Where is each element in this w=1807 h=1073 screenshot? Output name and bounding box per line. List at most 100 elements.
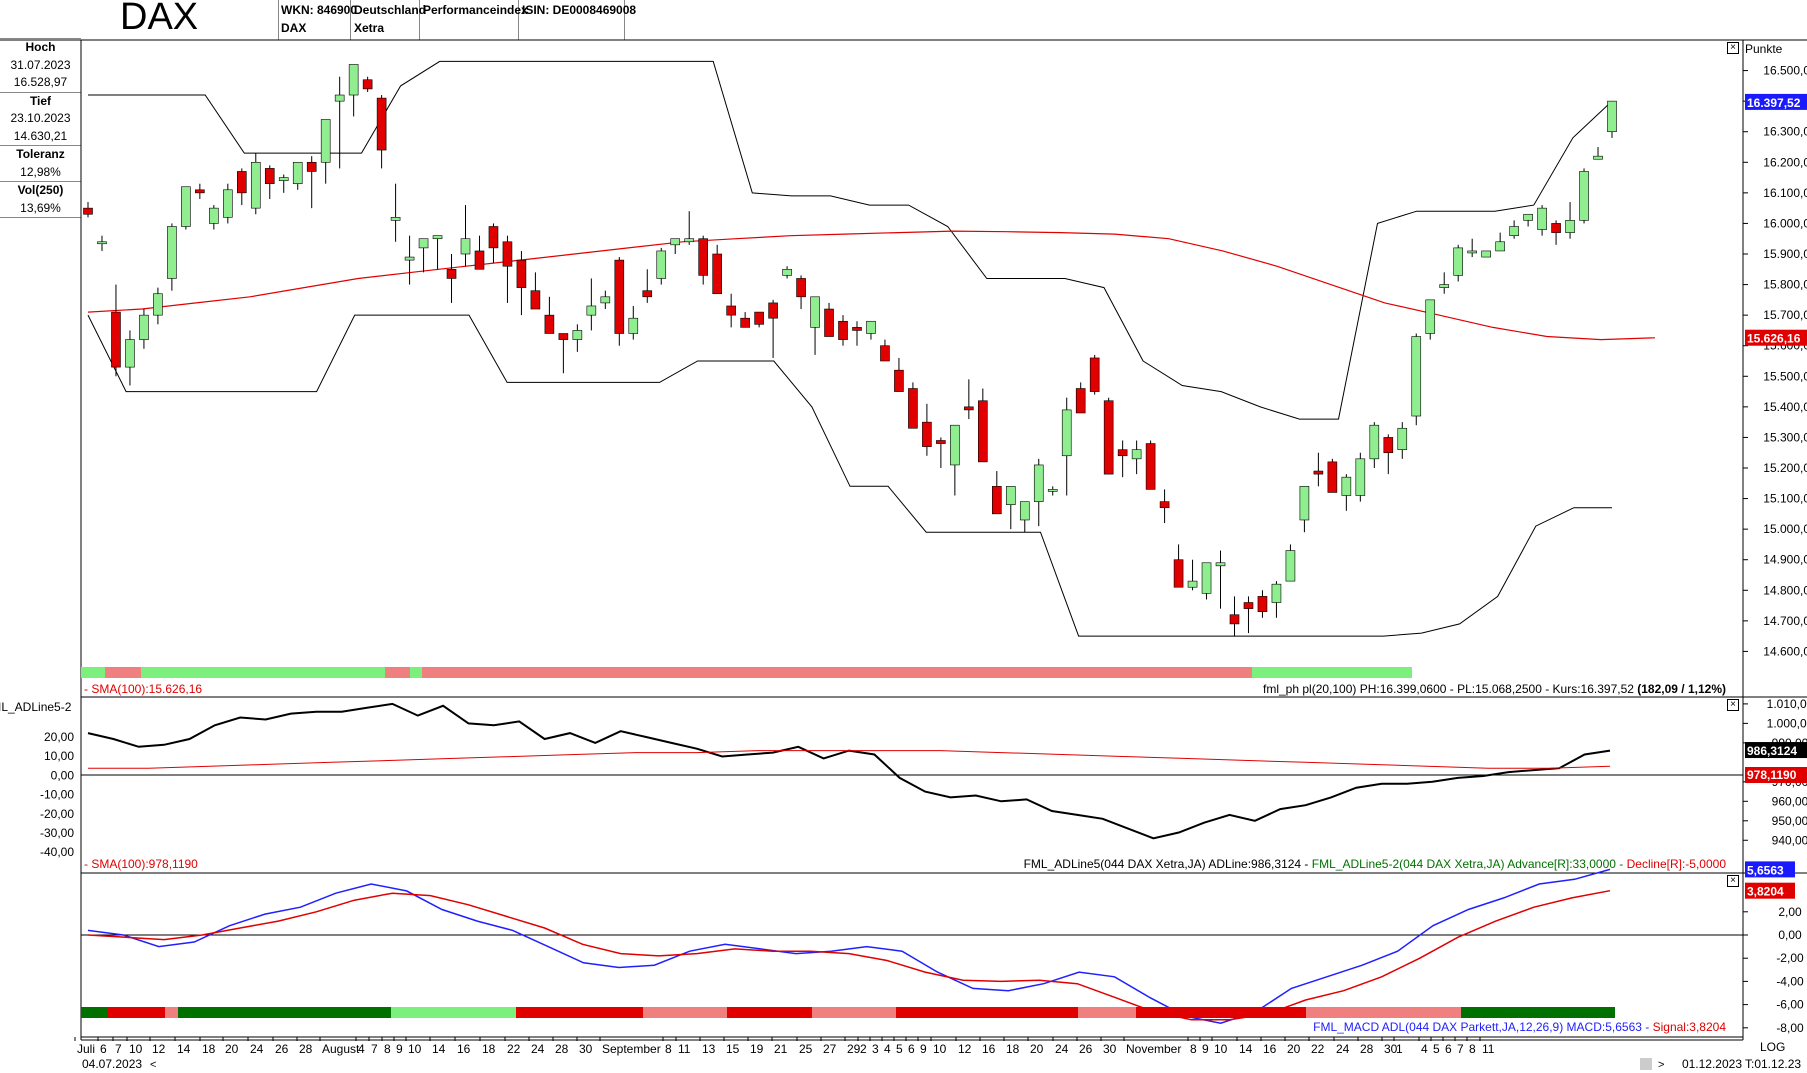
candle-down [908, 388, 918, 429]
adline-tag-bg [1745, 742, 1807, 759]
signal-tag: 3,8204 [1747, 885, 1784, 899]
x-tick-label: 6 [908, 1042, 915, 1056]
x-tick-label: 4 [884, 1042, 891, 1056]
candle-down [838, 320, 848, 340]
candle-up [1565, 220, 1575, 233]
x-tick-label: 26 [275, 1042, 289, 1056]
close-adline-panel-icon[interactable]: × [1727, 699, 1739, 711]
sma-legend: - SMA(100):15.626,16 [84, 682, 202, 696]
candle-down [796, 278, 806, 298]
candle-down [726, 305, 736, 316]
candle-up [1509, 226, 1519, 236]
candle-down [936, 440, 946, 444]
macd-tick: -4,00 [1776, 974, 1804, 988]
x-tick-label: September [602, 1042, 661, 1056]
index-type-label: Performanceindex [423, 3, 528, 17]
macd-regime-segment [812, 1007, 896, 1018]
x-tick-label: 10 [933, 1042, 947, 1056]
candle-up [209, 207, 219, 224]
candle-down [474, 250, 485, 270]
x-tick-label: 24 [1055, 1042, 1069, 1056]
y-tick-label: 16.300,00 [1763, 125, 1807, 139]
macd-regime-segment [516, 1007, 643, 1018]
macd-regime-segment [643, 1007, 727, 1018]
y-tick-label: 14.800,00 [1763, 583, 1807, 597]
candle-up [1033, 464, 1044, 502]
candle-down [1313, 470, 1324, 475]
candle-down [1173, 559, 1184, 588]
x-tick-label: 11 [678, 1042, 691, 1056]
macd-info: FML_MACD ADL(044 DAX Parkett,JA,12,26,9)… [1313, 1020, 1726, 1034]
candle-down [558, 333, 569, 340]
y-tick-label: 14.600,00 [1763, 644, 1807, 658]
instrument-title: DAX [120, 0, 199, 38]
candle-up [404, 256, 415, 261]
candle-down [83, 207, 93, 215]
candle-up [1215, 562, 1226, 567]
low-date: 23.10.2023 [10, 111, 71, 125]
candle-down [1089, 357, 1100, 392]
candle-up [586, 305, 597, 316]
candle-up [572, 330, 583, 340]
country-cell: Deutschland Xetra [351, 0, 426, 40]
candle-down [544, 314, 555, 334]
x-tick-label: 25 [799, 1042, 813, 1056]
y-tick-label: 16.200,00 [1763, 155, 1807, 169]
x-tick-label: 24 [250, 1042, 264, 1056]
candle-up [418, 238, 429, 249]
candle-down [740, 317, 750, 328]
candle-down [376, 97, 387, 151]
candle-down [1383, 437, 1394, 454]
isin-label: ISIN: DE0008469008 [522, 3, 637, 17]
adline-right-tick: 950,00 [1772, 814, 1807, 828]
x-tick-label: August [322, 1042, 360, 1056]
regime-segment [422, 667, 1252, 678]
y-tick-label: 15.400,00 [1763, 400, 1807, 414]
scroll-thumb[interactable] [1640, 1058, 1652, 1070]
macd-regime-segment [1306, 1007, 1461, 1018]
x-tick-label: 24 [531, 1042, 545, 1056]
x-tick-label: 16 [457, 1042, 471, 1056]
macd-panel: 2,00 0,00 -2,00 -4,00 -6,00 -8,00 5,6563 3,8204 [81, 861, 1804, 1035]
regime-segment [81, 667, 105, 678]
close-price-panel-icon[interactable]: × [1727, 42, 1739, 54]
high-value: 16.528,97 [13, 75, 68, 89]
candle-down [1103, 400, 1114, 475]
x-tick-label: 8 [384, 1042, 391, 1056]
x-tick-label: 4 [1421, 1042, 1428, 1056]
adline-left-tick: -10,00 [40, 788, 74, 802]
adline-series [87, 702, 1611, 840]
candle-up [1495, 241, 1505, 252]
x-tick-label: 7 [371, 1042, 378, 1056]
scroll-left-icon[interactable]: < [150, 1059, 156, 1071]
adline-info-main: FML_ADLine5(044 DAX Xetra,JA) ADLine:986… [1024, 857, 1312, 871]
signal-tag-bg [1745, 882, 1795, 899]
x-tick-label: 6 [1445, 1042, 1452, 1056]
candle-up [1607, 100, 1617, 133]
x-tick-label: 5 [1433, 1042, 1440, 1056]
y-tick-label: 16.100,00 [1763, 186, 1807, 200]
candle-up [1061, 409, 1072, 457]
adline-left-tick: -30,00 [40, 826, 74, 840]
candle-up [656, 250, 667, 279]
macd-tick: -8,00 [1776, 1021, 1804, 1035]
x-tick-label: 22 [1311, 1042, 1325, 1056]
log-toggle[interactable]: LOG [1760, 1040, 1785, 1054]
candle-down [768, 302, 778, 319]
x-tick-label: 18 [202, 1042, 216, 1056]
candle-up [1453, 247, 1464, 276]
adline-left-tick: 20,00 [44, 730, 74, 744]
candle-down [502, 241, 513, 267]
close-macd-panel-icon[interactable]: × [1727, 875, 1739, 887]
x-tick-label: 16 [1263, 1042, 1277, 1056]
price-panel: 16.500,0016.400,0016.300,0016.200,0016.1… [81, 60, 1807, 678]
tolerance-label: Toleranz [0, 145, 81, 164]
scroll-right-icon[interactable]: > [1658, 1059, 1664, 1071]
candle-down [516, 259, 527, 288]
tolerance-value: 12,98% [20, 164, 61, 179]
candle-up [348, 64, 359, 96]
candle-down [712, 253, 722, 295]
candle-down [1551, 223, 1561, 233]
index-type-cell: Performanceindex [420, 0, 528, 40]
candle-up [250, 161, 261, 209]
